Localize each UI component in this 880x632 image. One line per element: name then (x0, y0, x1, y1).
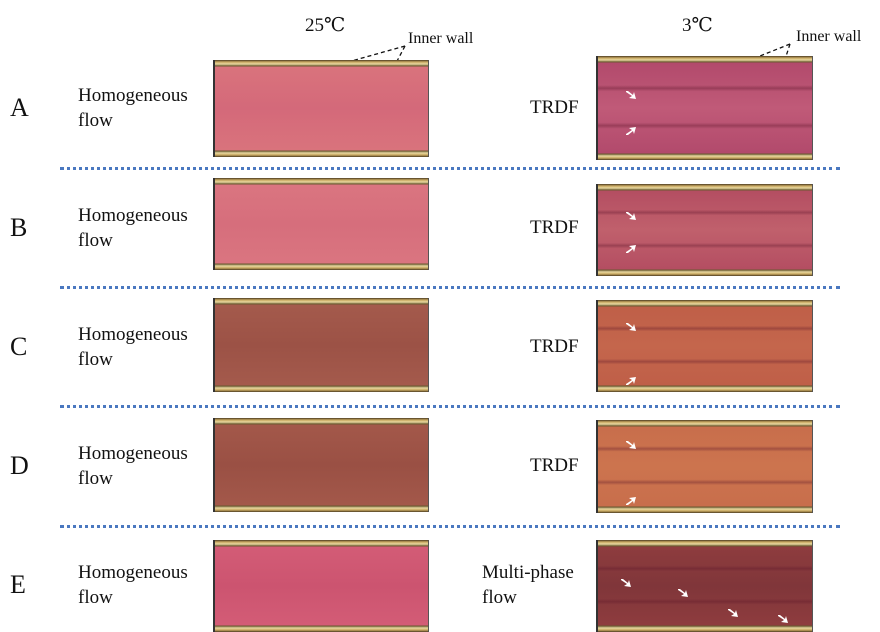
tube-image (213, 298, 429, 392)
arrow-icon (728, 604, 738, 612)
row-letter: E (10, 570, 40, 600)
arrow-icon (626, 122, 636, 130)
arrow (626, 377, 636, 385)
left-label: Homogeneous flow (78, 322, 213, 372)
arrow-icon (621, 574, 631, 582)
arrow (728, 609, 738, 617)
arrow-icon (778, 610, 788, 618)
left-label: Homogeneous flow (78, 203, 213, 253)
arrow-icon (626, 318, 636, 326)
row-letter: B (10, 213, 40, 243)
right-label: TRDF (530, 95, 600, 120)
left-label: Homogeneous flow (78, 83, 213, 133)
arrow-icon (626, 240, 636, 248)
arrow-icon (626, 372, 636, 380)
right-label: TRDF (530, 453, 600, 478)
right-label: TRDF (530, 334, 600, 359)
tube-image (213, 178, 429, 270)
arrow (778, 615, 788, 623)
arrow (621, 579, 631, 587)
arrow-icon (626, 436, 636, 444)
arrow-icon (626, 492, 636, 500)
left-label: Homogeneous flow (78, 441, 213, 491)
arrow (626, 497, 636, 505)
left-label: Homogeneous flow (78, 560, 213, 610)
separator (60, 405, 840, 408)
arrow-icon (626, 86, 636, 94)
arrow (626, 127, 636, 135)
row-letter: C (10, 332, 40, 362)
arrow (626, 441, 636, 449)
figure: 25℃ 3℃ Inner wall Inner wall AHomogeneou… (0, 0, 880, 632)
separator (60, 525, 840, 528)
tube-image (213, 60, 429, 157)
right-label: TRDF (530, 215, 600, 240)
arrow (626, 323, 636, 331)
row-letter: D (10, 451, 40, 481)
arrow (626, 212, 636, 220)
separator (60, 167, 840, 170)
arrow-icon (626, 207, 636, 215)
tube-image (596, 184, 813, 276)
right-label: Multi-phase flow (482, 560, 594, 610)
arrow (678, 589, 688, 597)
arrow (626, 91, 636, 99)
arrow-icon (678, 584, 688, 592)
arrow (626, 245, 636, 253)
row-letter: A (10, 93, 40, 123)
tube-image (213, 540, 429, 632)
tube-image (213, 418, 429, 512)
tube-image (596, 56, 813, 160)
separator (60, 286, 840, 289)
